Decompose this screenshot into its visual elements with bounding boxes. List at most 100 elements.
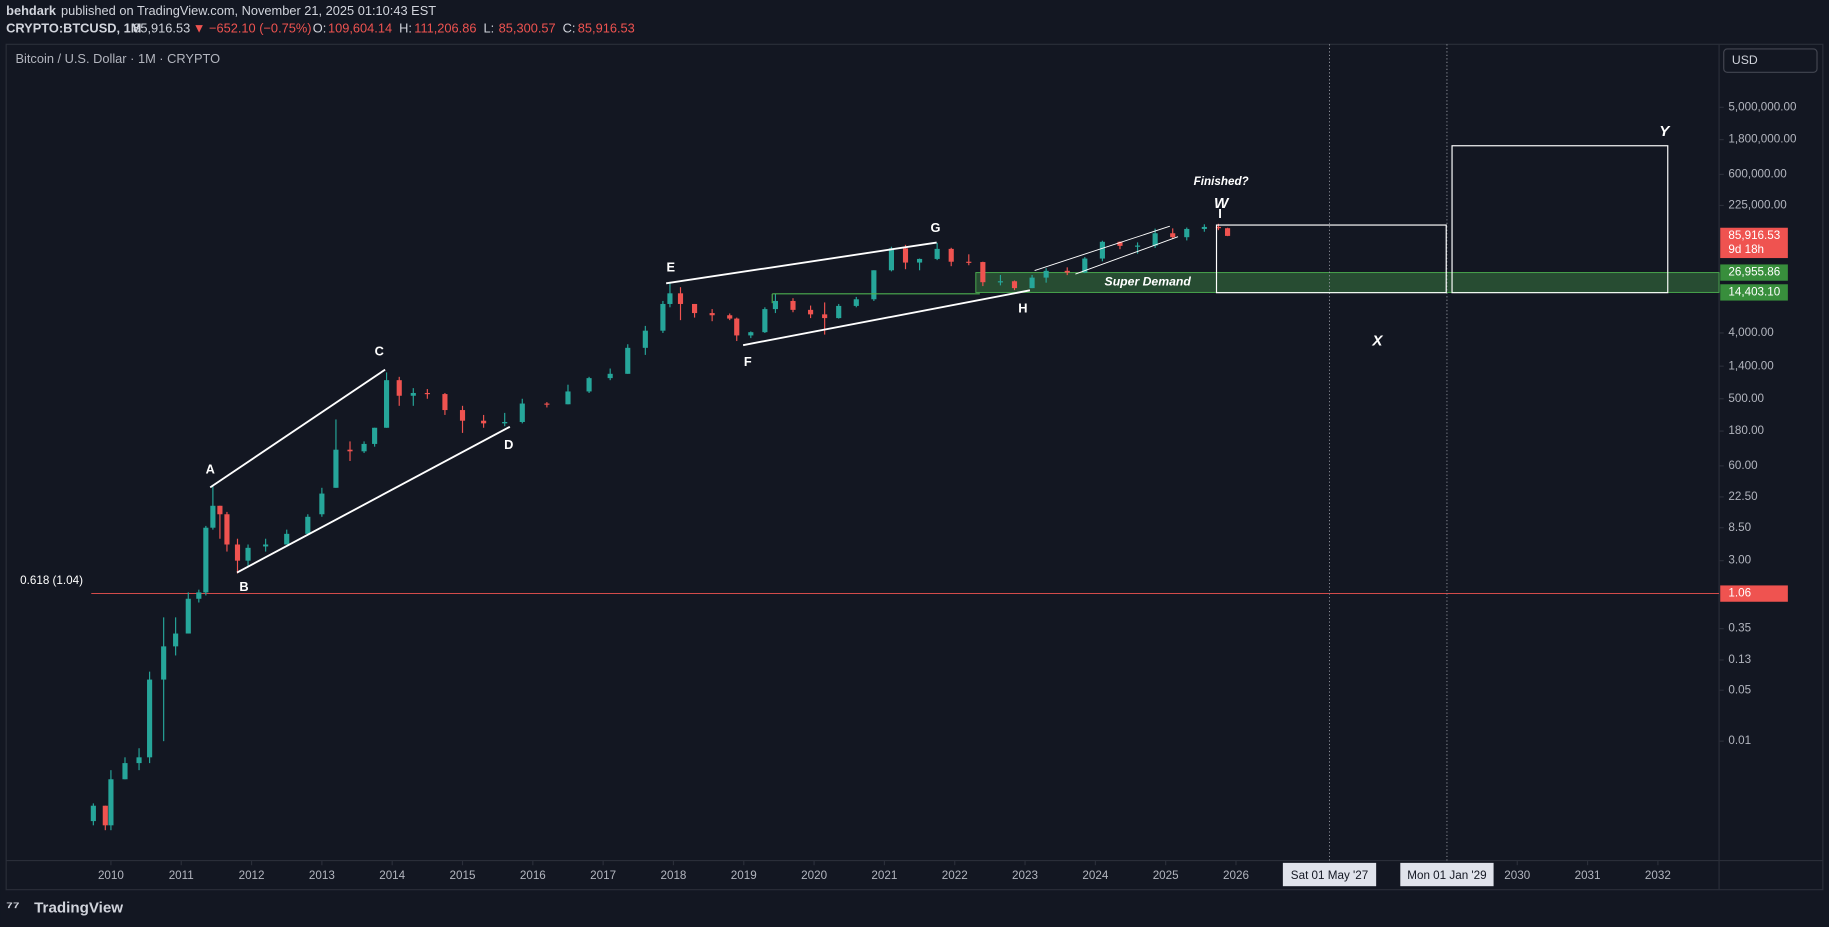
annotation: F: [744, 354, 752, 369]
zone-low-bg: [1720, 284, 1788, 301]
candle-body: [691, 303, 698, 314]
fib-label: 0.618 (1.04): [20, 574, 83, 587]
candle-body: [1029, 277, 1035, 289]
candle-body: [203, 527, 209, 593]
annotation: Y: [1659, 123, 1671, 140]
ohlc-value: 85,916.53: [578, 21, 635, 36]
candle-body: [544, 403, 550, 405]
candle-body: [305, 516, 311, 534]
candle-body: [822, 314, 828, 319]
candle-body: [185, 598, 191, 634]
candle-body: [677, 293, 684, 304]
candle-body: [1011, 281, 1018, 289]
y-tick-label: 1,400.00: [1728, 359, 1774, 372]
trendline: [1034, 225, 1171, 271]
candle-body: [586, 378, 592, 392]
y-tick-label: 0.05: [1728, 683, 1751, 696]
candle-body: [966, 261, 972, 263]
candle-body: [948, 248, 954, 262]
ohlc-value: 85,300.57: [499, 21, 556, 36]
candle-body: [997, 281, 1003, 283]
candle-body: [102, 805, 108, 826]
trendlines: [209, 145, 1669, 574]
annotation: A: [206, 461, 215, 476]
candle-body: [1170, 233, 1176, 238]
chart-frame: [5, 43, 1824, 891]
candle-body: [565, 391, 571, 405]
y-tick-label: 225,000.00: [1728, 199, 1787, 212]
candle-body: [284, 533, 290, 545]
candle-body: [607, 373, 613, 379]
candle-body: [1064, 270, 1070, 273]
x-tick-label: 2032: [1645, 869, 1671, 882]
x-tick-label: 2030: [1504, 869, 1530, 882]
time-marker-label: Mon 01 Jan '29: [1407, 869, 1486, 882]
x-tick-label: 2011: [169, 869, 194, 882]
candle-body: [442, 394, 448, 411]
x-tick-label: 2019: [731, 869, 757, 882]
candle-body: [384, 380, 390, 428]
candle-body: [196, 592, 202, 599]
y-tick-label: 600,000.00: [1728, 167, 1787, 180]
annotation: Finished?: [1194, 175, 1249, 188]
annotation: C: [375, 344, 384, 359]
trendline: [742, 289, 1031, 347]
symbol: CRYPTO:BTCUSD, 1M: [6, 21, 141, 36]
candle-body: [361, 443, 367, 452]
x-tick-label: 2015: [450, 869, 476, 882]
x-tick-label: 2012: [239, 869, 265, 882]
candle-body: [122, 763, 128, 780]
y-tick-label: 5,000,000.00: [1728, 100, 1797, 113]
last-price-bg: [1720, 227, 1788, 259]
candle-body: [772, 300, 778, 310]
candle-body: [1184, 228, 1190, 238]
annotation: D: [504, 437, 513, 452]
candle-body: [980, 262, 986, 283]
time-marker-label-bg: [1282, 862, 1377, 887]
candle-body: [709, 313, 715, 316]
candle-body: [224, 514, 230, 545]
candle-body: [1134, 245, 1141, 247]
candle-body: [642, 330, 648, 348]
candle-body: [667, 293, 673, 304]
x-tick-label: 2020: [801, 869, 827, 882]
candle-body: [108, 779, 114, 826]
x-tick-label: 2018: [660, 869, 686, 882]
projection-box: [1451, 145, 1669, 294]
x-tick-label: 2017: [590, 869, 616, 882]
candle-body: [1099, 241, 1105, 259]
candle-body: [263, 544, 269, 547]
candle-body: [902, 248, 909, 263]
y-tick-label: 0.13: [1728, 653, 1751, 666]
candle-body: [245, 547, 251, 561]
annotation: E: [667, 260, 676, 275]
annotation: X: [1371, 333, 1383, 350]
candle-body: [888, 248, 895, 271]
ohlc-label: O:: [313, 21, 327, 36]
ohlc-value: 111,206.86: [414, 21, 476, 36]
candle-body: [347, 449, 353, 452]
candle-body: [234, 544, 241, 561]
ohlc-label: L:: [484, 21, 495, 36]
time-marker-label-bg: [1400, 862, 1494, 887]
annotation: I: [1218, 206, 1222, 221]
candle-body: [372, 427, 378, 444]
candle-body: [410, 392, 416, 396]
candle-body: [748, 332, 754, 336]
candle-body: [727, 315, 733, 319]
x-tick-label: 2025: [1153, 869, 1179, 882]
candle-body: [790, 300, 796, 310]
zone-high-bg: [1720, 264, 1788, 281]
brand-icon: ⁷⁷: [6, 899, 20, 917]
trendline: [665, 241, 937, 285]
y-tick-label: 8.50: [1728, 521, 1751, 534]
x-tick-label: 2022: [942, 869, 968, 882]
currency-button[interactable]: [1723, 48, 1818, 73]
candle-body: [136, 757, 142, 764]
projection-box: [1215, 224, 1447, 294]
candle-body: [502, 421, 508, 424]
x-tick-label: 2024: [1082, 869, 1108, 882]
annotation: G: [931, 220, 941, 235]
y-tick-label: 500.00: [1728, 392, 1764, 405]
